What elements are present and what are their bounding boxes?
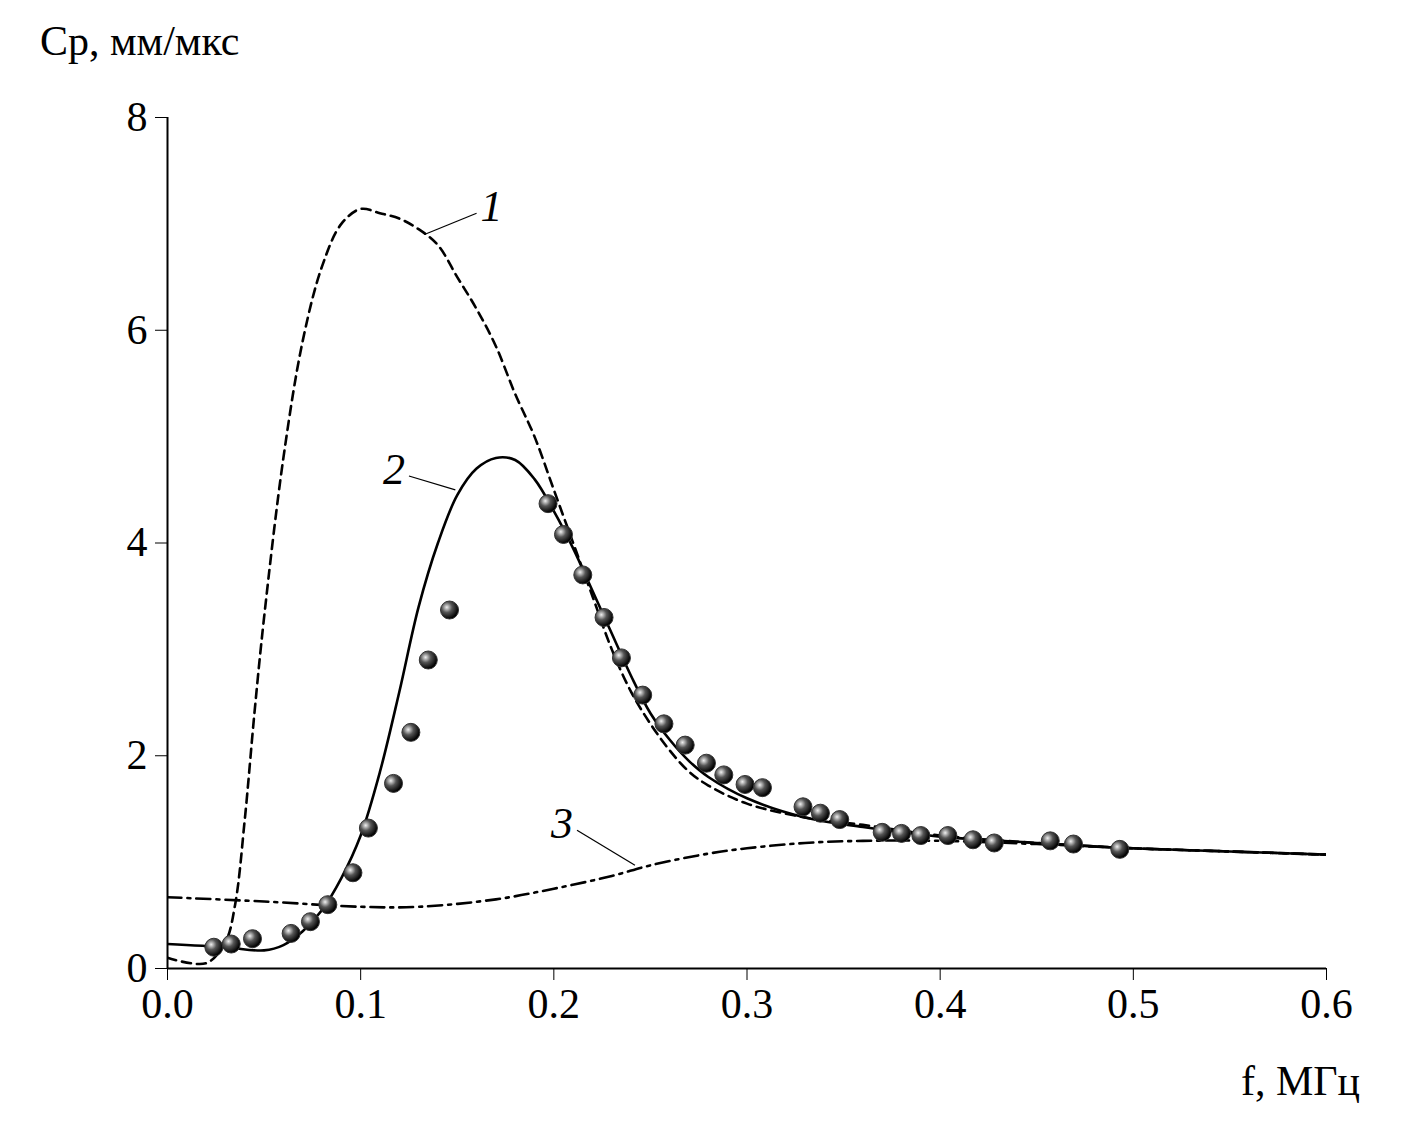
svg-text:1: 1 [481, 182, 503, 231]
svg-text:Cp, мм/мкс: Cp, мм/мкс [40, 18, 239, 64]
svg-text:0.6: 0.6 [1300, 981, 1353, 1027]
svg-text:2: 2 [127, 732, 148, 778]
svg-text:f, МГц: f, МГц [1241, 1058, 1360, 1104]
svg-text:0.1: 0.1 [334, 981, 387, 1027]
svg-text:0.0: 0.0 [141, 981, 194, 1027]
svg-text:6: 6 [127, 307, 148, 353]
svg-text:0: 0 [127, 945, 148, 991]
svg-text:8: 8 [127, 94, 148, 140]
svg-text:0.2: 0.2 [528, 981, 581, 1027]
svg-text:0.3: 0.3 [721, 981, 774, 1027]
svg-text:4: 4 [127, 519, 148, 565]
svg-text:3: 3 [550, 799, 573, 848]
svg-text:2: 2 [383, 445, 405, 494]
svg-text:0.4: 0.4 [914, 981, 967, 1027]
svg-text:0.5: 0.5 [1107, 981, 1160, 1027]
